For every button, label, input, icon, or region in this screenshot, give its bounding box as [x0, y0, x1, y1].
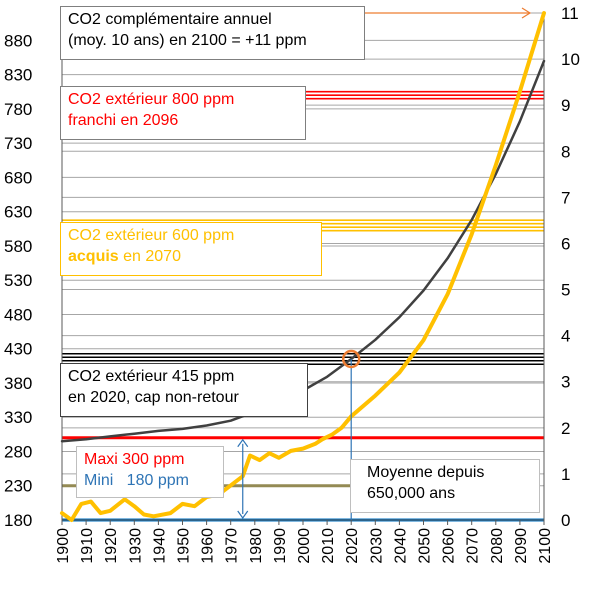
- x-tick-label: 1980: [248, 528, 265, 564]
- highlight-circle: [341, 349, 361, 369]
- annotation-co2-800-line1: CO2 extérieur 800 ppm: [68, 91, 235, 108]
- y-right-tick-label: 9: [561, 96, 570, 115]
- y-right-tick-label: 1: [561, 465, 570, 484]
- y-left-tick-label: 430: [4, 340, 32, 359]
- x-axis-ticks: 1900 1910 1920 1930 1940 1950 1960 1970 1980 1990…: [55, 528, 554, 564]
- annotation-co2-600-line1: CO2 extérieur 600 ppm: [68, 227, 235, 244]
- annotation-maxi-mini: Maxi 300 ppm Mini 180 ppm: [76, 446, 224, 498]
- x-tick-label: 1990: [272, 528, 289, 564]
- x-tick-label: 1910: [79, 528, 96, 564]
- annual-arrow-head: [521, 7, 532, 19]
- annotation-co2-600-bold: acquis: [68, 248, 119, 265]
- y-right-tick-label: 4: [561, 327, 570, 346]
- chart-markers: [237, 7, 532, 520]
- y-right-tick-label: 6: [561, 234, 570, 253]
- annotation-co2-600-line2: acquis en 2070: [68, 246, 314, 267]
- y-left-tick-label: 580: [4, 237, 32, 256]
- y-right-tick-label: 2: [561, 419, 570, 438]
- y-left-tick-label: 480: [4, 305, 32, 324]
- annotation-co2-800: CO2 extérieur 800 ppm franchi en 2096: [60, 86, 306, 140]
- y-left-tick-label: 630: [4, 203, 32, 222]
- range-arrow-head-top: [237, 438, 249, 448]
- x-tick-label: 1960: [200, 528, 217, 564]
- x-tick-label: 2070: [465, 528, 482, 564]
- x-tick-label: 2090: [513, 528, 530, 564]
- x-tick-label: 2100: [537, 528, 554, 564]
- x-tick-label: 2060: [441, 528, 458, 564]
- annotation-co2-600: CO2 extérieur 600 ppm acquis en 2070: [60, 222, 322, 276]
- annotation-co2-annual-line2: (moy. 10 ans) en 2100 = +11 ppm: [68, 32, 307, 49]
- annotation-co2-415: CO2 extérieur 415 ppm en 2020, cap non-r…: [60, 363, 308, 417]
- range-arrow-head-bottom: [237, 510, 249, 520]
- series-annual-line: [60, 11, 546, 522]
- x-tick-label: 2080: [489, 528, 506, 564]
- x-tick-label: 2010: [320, 528, 337, 564]
- y-axis-right-ticks: 0 1 2 3 4 5 6 7 8 9 10 11: [561, 4, 580, 530]
- x-tick-label: 1920: [103, 528, 120, 564]
- annotation-maxi: Maxi 300 ppm: [84, 451, 185, 468]
- x-tick-label: 1970: [224, 528, 241, 564]
- y-left-tick-label: 730: [4, 134, 32, 153]
- annotation-mini: Mini 180 ppm: [84, 472, 189, 489]
- annotation-co2-600-rest: en 2070: [118, 248, 181, 265]
- y-right-tick-label: 7: [561, 188, 570, 207]
- y-axis-left-ticks: 180 230 280 330 380 430 480 530 580 630 680 730 780 8…: [4, 31, 32, 530]
- y-left-tick-label: 780: [4, 100, 32, 119]
- y-left-tick-label: 830: [4, 66, 32, 85]
- y-left-tick-label: 380: [4, 374, 32, 393]
- annotation-moyenne-line1: Moyenne depuis: [367, 464, 485, 481]
- x-tick-label: 2020: [344, 528, 361, 564]
- x-tick-label: 1930: [127, 528, 144, 564]
- y-left-tick-label: 230: [4, 477, 32, 496]
- y-right-tick-label: 8: [561, 142, 570, 161]
- y-left-tick-label: 330: [4, 408, 32, 427]
- y-left-tick-label: 880: [4, 31, 32, 50]
- x-tick-label: 2050: [417, 528, 434, 564]
- y-left-tick-label: 280: [4, 442, 32, 461]
- y-right-tick-label: 5: [561, 281, 570, 300]
- annotation-co2-415-line1: CO2 extérieur 415 ppm: [68, 368, 235, 385]
- annotation-co2-annual-line1: CO2 complémentaire annuel: [68, 11, 272, 28]
- x-tick-label: 2000: [296, 528, 313, 564]
- y-right-tick-label: 11: [561, 4, 579, 23]
- annotation-co2-annual: CO2 complémentaire annuel (moy. 10 ans) …: [60, 6, 365, 60]
- annotation-moyenne-line2: 650,000 ans: [367, 485, 456, 502]
- y-left-tick-label: 680: [4, 168, 32, 187]
- y-right-tick-label: 10: [561, 50, 580, 69]
- y-left-tick-label: 530: [4, 271, 32, 290]
- x-tick-label: 2040: [392, 528, 409, 564]
- x-tick-label: 1950: [176, 528, 193, 564]
- x-tick-label: 1900: [55, 528, 72, 564]
- y-right-tick-label: 3: [561, 373, 570, 392]
- y-right-tick-label: 0: [561, 511, 570, 530]
- annotation-moyenne: Moyenne depuis 650,000 ans: [350, 459, 540, 513]
- x-tick-label: 2030: [368, 528, 385, 564]
- annotation-co2-800-line2: franchi en 2096: [68, 112, 179, 129]
- annotation-co2-415-line2: en 2020, cap non-retour: [68, 389, 239, 406]
- y-left-tick-label: 180: [4, 511, 32, 530]
- x-tick-label: 1940: [151, 528, 168, 564]
